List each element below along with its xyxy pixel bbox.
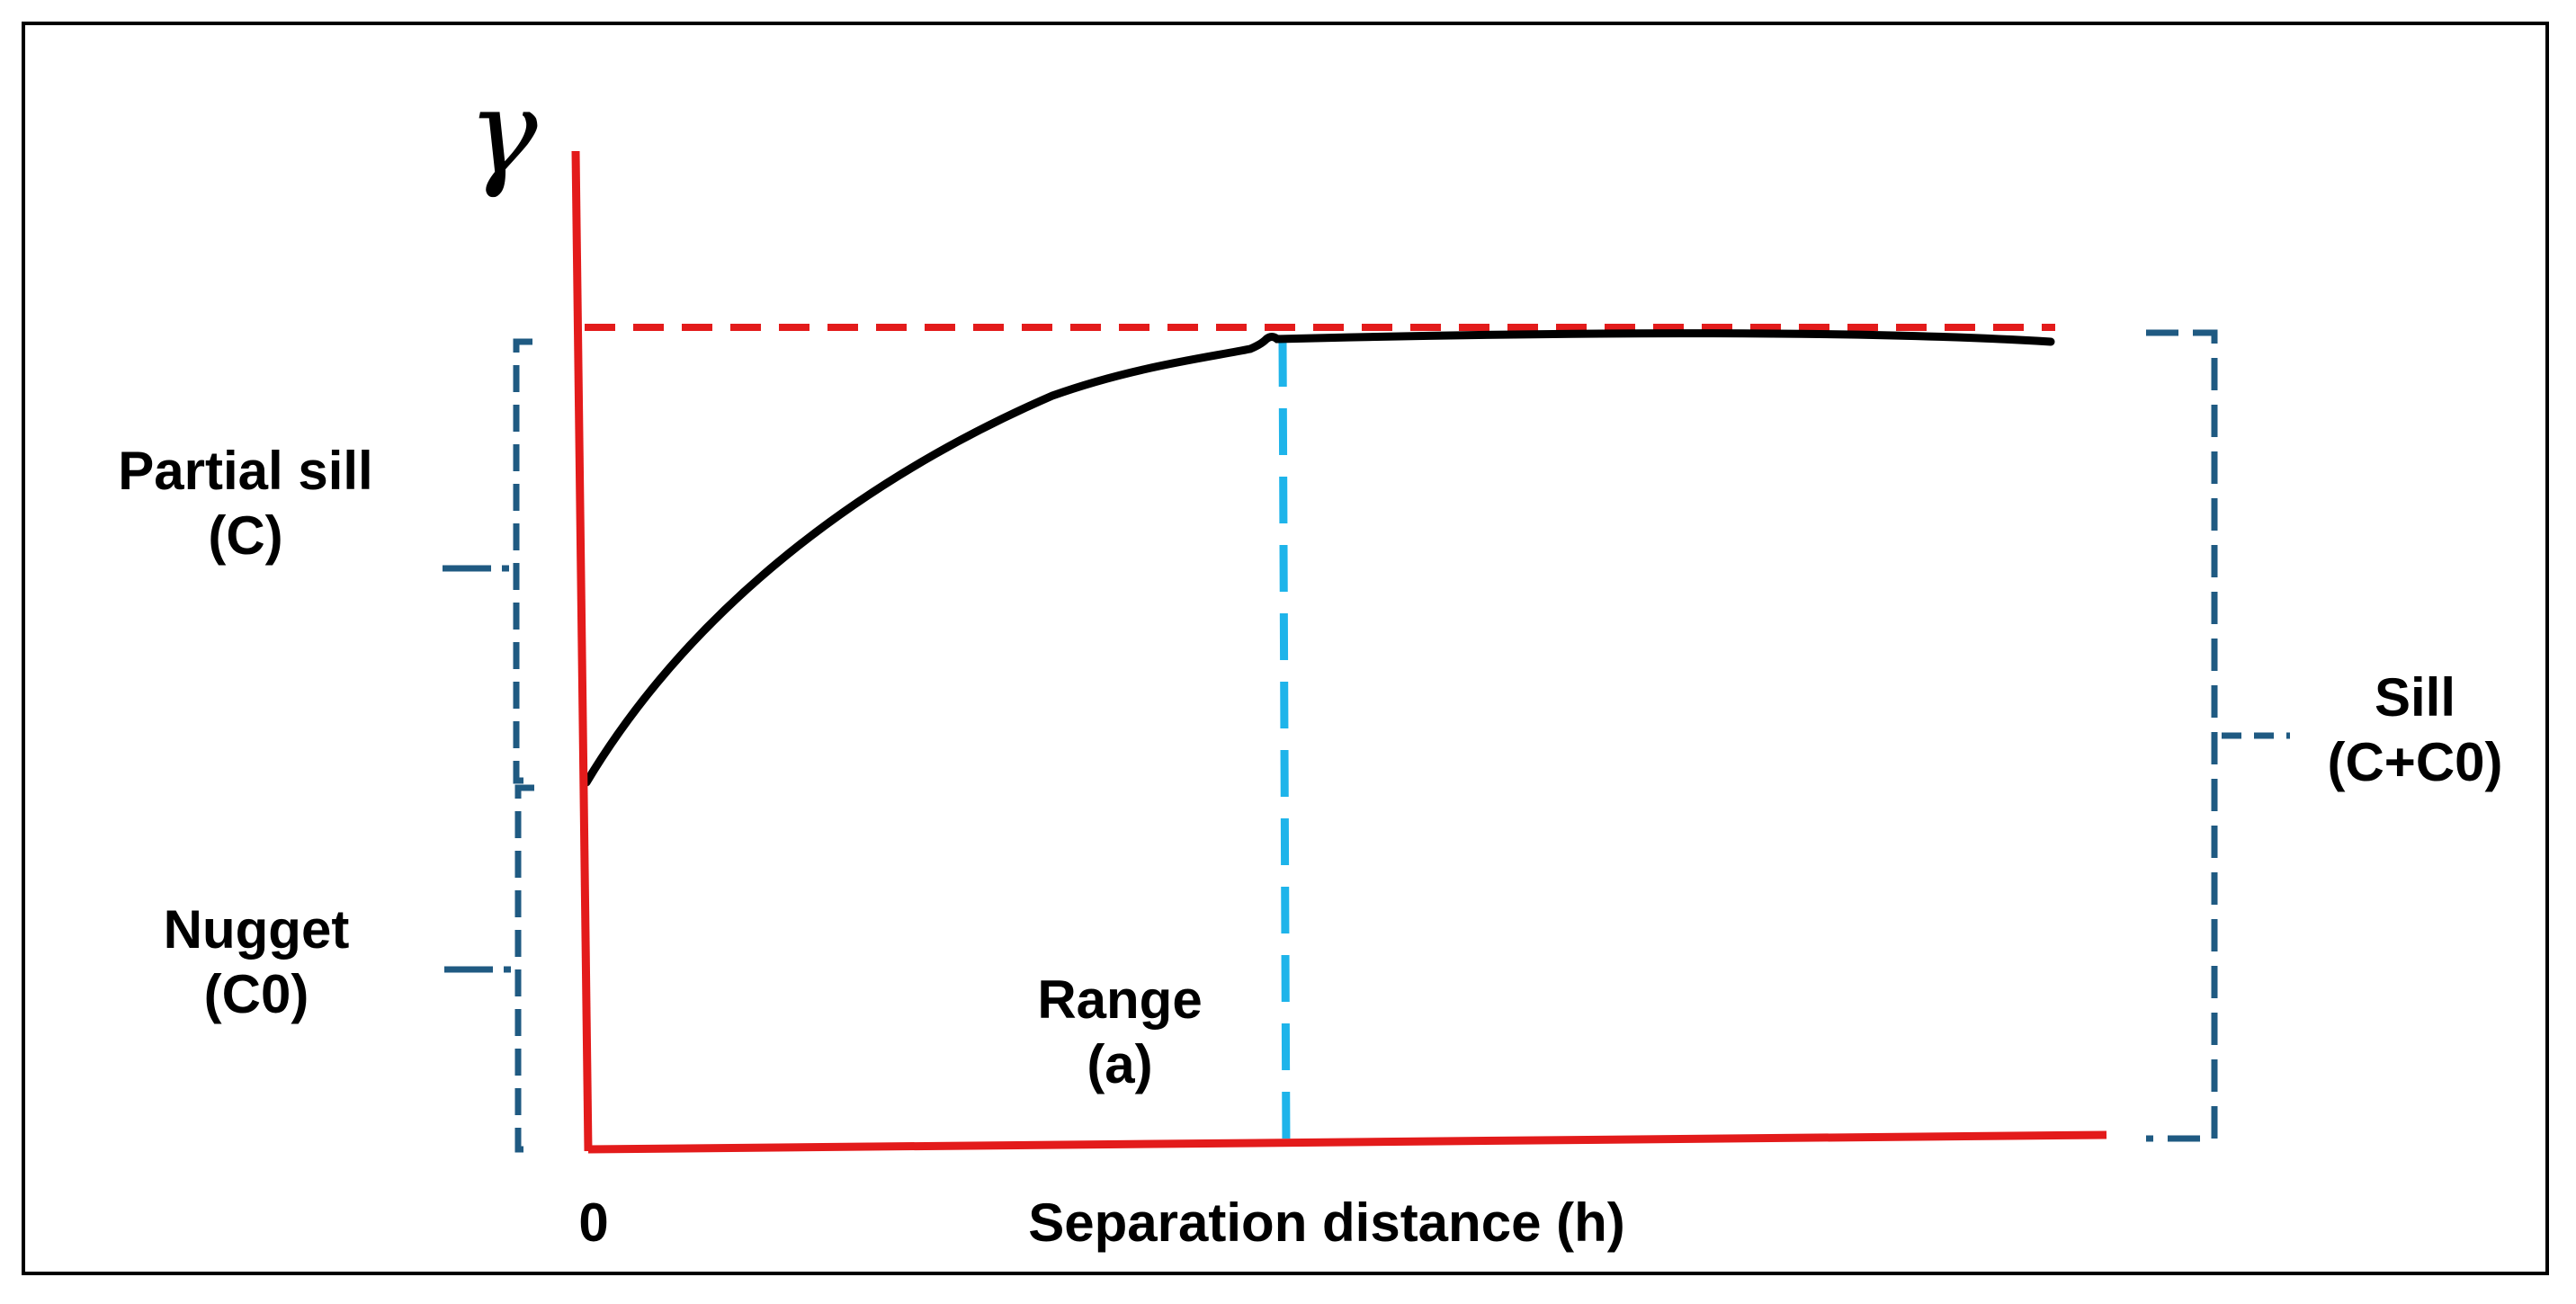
range-name: Range	[1037, 969, 1203, 1030]
nugget-symbol: (C0)	[203, 964, 309, 1024]
partial-sill-bracket	[443, 338, 532, 784]
x-axis	[587, 1130, 2107, 1154]
nugget-name: Nugget	[163, 899, 350, 960]
origin-label: 0	[578, 1192, 609, 1253]
variogram-curve	[582, 329, 2055, 787]
figure-border	[22, 22, 2549, 1275]
range-line	[1278, 339, 1291, 1150]
partial-sill-symbol: (C)	[208, 505, 283, 566]
y-axis-gamma-symbol: γ	[468, 64, 538, 201]
sill-bracket	[2146, 329, 2290, 1142]
sill-name: Sill	[2374, 667, 2456, 728]
partial-sill-label: Partial sill (C)	[79, 439, 412, 568]
sill-symbol: (C+C0)	[2327, 732, 2503, 792]
partial-sill-name: Partial sill	[118, 441, 373, 501]
y-axis	[571, 150, 593, 1152]
range-symbol: (a)	[1087, 1034, 1153, 1094]
sill-label: Sill (C+C0)	[2303, 665, 2527, 795]
range-label: Range (a)	[998, 968, 1241, 1097]
x-axis-label: Separation distance (h)	[1028, 1192, 1625, 1253]
nugget-label: Nugget (C0)	[108, 898, 405, 1027]
nugget-bracket	[444, 784, 534, 1153]
